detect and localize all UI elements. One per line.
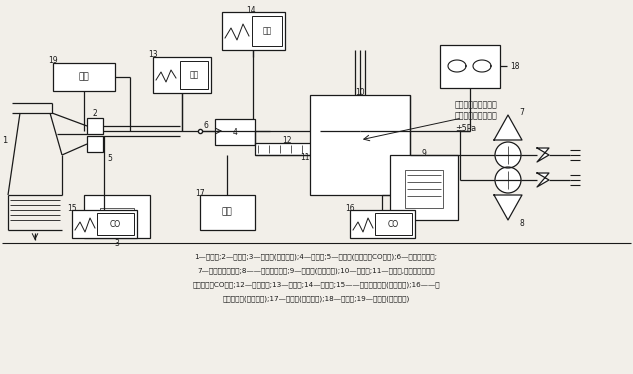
Text: 壓力: 壓力 [189,71,199,80]
Bar [200,195,255,230]
Text: CO: CO [110,220,120,229]
Text: 試驗空氣的CO含量;12—試驗樣品;13—壓力計;14—溫度計;15——氧化碳分析儀(吸入空氣);16——氧: 試驗空氣的CO含量;12—試驗樣品;13—壓力計;14—溫度計;15——氧化碳分… [192,281,440,288]
Polygon shape [494,195,522,220]
Text: 13: 13 [148,49,158,58]
Polygon shape [537,148,549,162]
Bar [255,143,320,155]
Text: 溫度: 溫度 [262,27,272,36]
Bar [53,63,115,91]
Text: 化碳分析儀(試驗空氣);17—濕度計(試驗空氣);18—排氣口;19—濕度計(吸入空氣): 化碳分析儀(試驗空氣);17—濕度計(試驗空氣);18—排氣口;19—濕度計(吸… [222,295,410,301]
Bar [87,136,103,152]
Polygon shape [494,115,522,140]
Bar [87,118,103,134]
Text: 14: 14 [246,6,256,15]
Text: 1: 1 [3,135,8,144]
Text: 濕度: 濕度 [78,73,89,82]
Circle shape [495,167,521,193]
Text: 16: 16 [345,203,355,212]
Text: 2: 2 [92,108,97,117]
Text: CO: CO [387,220,399,229]
Text: 19: 19 [48,55,58,64]
Text: 4: 4 [232,128,237,137]
Circle shape [495,142,521,168]
Text: 7—試驗空氣流量計;8——氧化碳流量計;9—增濕器(試驗空氣);10—試驗箱;11—采樣口,在過濾裝置進口: 7—試驗空氣流量計;8——氧化碳流量計;9—增濕器(試驗空氣);10—試驗箱;1… [197,267,435,274]
Text: 12: 12 [282,135,292,144]
Text: 11: 11 [300,153,310,162]
Text: 18: 18 [510,61,520,71]
Bar [97,213,134,235]
Bar [84,195,150,238]
Bar [252,16,282,46]
Bar [72,210,137,238]
Text: 濕度: 濕度 [222,208,232,217]
Text: 5: 5 [108,153,113,162]
Bar [222,12,285,50]
Text: 10: 10 [355,88,365,96]
Bar [405,170,443,208]
Text: 17: 17 [195,188,205,197]
Text: 7: 7 [520,107,524,116]
Bar [375,213,412,235]
Text: 9: 9 [422,148,427,157]
Text: 6: 6 [204,120,208,129]
Bar [100,208,134,230]
Bar [215,119,255,145]
Bar [310,95,410,195]
Bar [180,61,208,89]
Text: 3: 3 [115,239,120,248]
Bar [153,57,211,93]
Bar [390,155,458,220]
Bar [440,45,500,88]
Text: 1—呼吸機;2—單向閥;3—增濕器(呼出空氣);4—聯接器;5—采樣口(吸入空氣CO含量);6—壓力探針小孔;: 1—呼吸機;2—單向閥;3—增濕器(呼出空氣);4—聯接器;5—采樣口(吸入空氣… [194,253,437,260]
Text: 8: 8 [520,218,524,227]
Text: 過濾裝置進口相對試
驗室環境的最大壓差
±5Pa: 過濾裝置進口相對試 驗室環境的最大壓差 ±5Pa [455,100,498,133]
Bar [350,210,415,238]
Text: 15: 15 [67,203,77,212]
Polygon shape [537,173,549,187]
